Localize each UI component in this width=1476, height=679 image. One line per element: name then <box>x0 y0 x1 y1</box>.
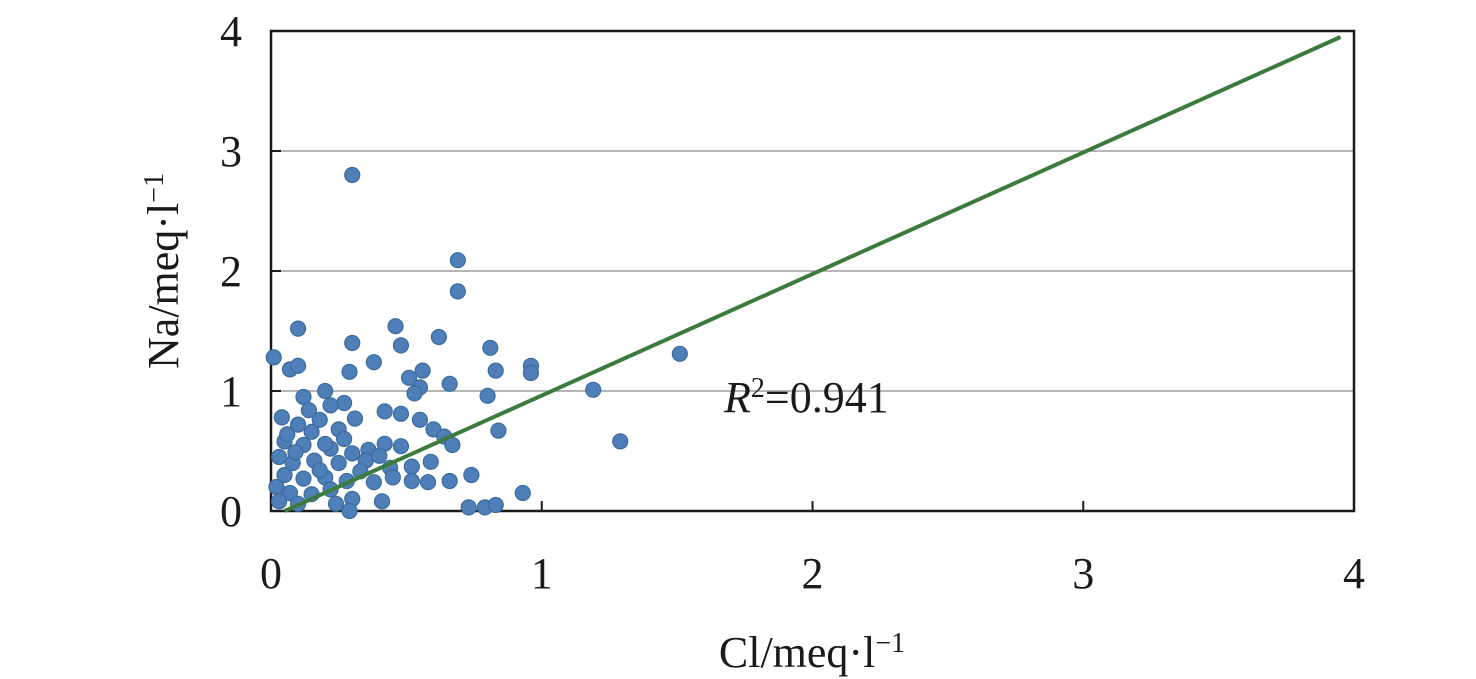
data-point <box>449 252 466 269</box>
data-points <box>265 166 688 520</box>
data-point <box>671 345 688 362</box>
x-tick-label-0: 0 <box>260 549 282 598</box>
x-tick-label-3: 3 <box>1072 549 1094 598</box>
data-point <box>341 502 358 520</box>
data-point <box>406 385 423 402</box>
data-point <box>327 495 345 512</box>
data-point <box>403 458 420 475</box>
x-tick-label-4: 4 <box>1343 549 1365 598</box>
data-point <box>463 466 480 484</box>
y-tick-labels: 0 1 2 3 4 <box>220 7 242 536</box>
data-point <box>336 394 353 412</box>
y-tick-label-3: 3 <box>220 127 242 176</box>
data-point <box>289 416 307 433</box>
y-tick-label-2: 2 <box>220 247 242 296</box>
data-point <box>392 405 410 422</box>
data-point <box>373 493 391 510</box>
x-tick-label-1: 1 <box>531 549 553 598</box>
data-point <box>514 484 531 502</box>
y-tick-label-4: 4 <box>220 7 242 56</box>
data-point <box>295 470 312 487</box>
x-tick-labels: 0 1 2 3 4 <box>260 549 1365 598</box>
data-point <box>365 474 382 491</box>
data-point <box>346 410 364 427</box>
data-point <box>392 337 410 354</box>
data-point <box>403 472 420 490</box>
data-point <box>487 496 504 514</box>
data-point <box>341 363 358 380</box>
data-point <box>387 318 404 335</box>
data-point <box>265 349 282 366</box>
data-point <box>400 369 418 386</box>
x-axis-label: Cl/meq·l−1 <box>719 628 905 678</box>
x-tick-label-2: 2 <box>802 549 824 598</box>
data-point <box>271 448 288 466</box>
data-point <box>612 433 629 450</box>
data-point <box>303 423 320 440</box>
data-point <box>419 474 437 491</box>
data-point <box>344 445 361 462</box>
data-point <box>281 484 299 502</box>
data-point <box>371 447 388 464</box>
data-point <box>460 499 477 516</box>
data-point <box>317 435 334 452</box>
data-point <box>487 362 504 379</box>
data-point <box>482 339 499 356</box>
y-axis-label: Na/meq·l−1 <box>139 173 189 369</box>
data-point <box>300 402 318 419</box>
data-point <box>414 362 431 379</box>
data-point <box>376 403 393 420</box>
data-point <box>344 334 361 352</box>
data-point <box>279 426 296 443</box>
data-point <box>268 478 285 496</box>
data-point <box>585 381 602 398</box>
trend-line <box>283 35 1342 513</box>
data-point <box>289 320 307 337</box>
data-point <box>330 454 347 472</box>
data-point <box>276 466 293 484</box>
data-point <box>441 472 458 490</box>
data-point <box>411 411 429 428</box>
data-point <box>287 444 304 461</box>
y-tick-label-1: 1 <box>220 367 242 416</box>
data-point <box>344 166 361 184</box>
data-point <box>430 328 447 346</box>
data-point <box>479 387 496 404</box>
tick-marks <box>270 30 1355 512</box>
data-point <box>336 430 353 448</box>
data-point <box>322 397 339 414</box>
data-point <box>392 438 410 455</box>
data-point <box>449 283 466 300</box>
data-point <box>311 411 328 428</box>
data-point <box>522 364 540 382</box>
data-point <box>311 462 328 479</box>
annotation-r-squared: R2=0.941 <box>723 373 889 423</box>
data-point <box>289 357 307 374</box>
data-point <box>384 469 401 486</box>
data-point <box>273 409 290 426</box>
data-point <box>490 422 507 439</box>
data-point <box>317 382 334 400</box>
data-point <box>365 354 382 371</box>
gridlines <box>271 150 1354 392</box>
data-point <box>271 493 288 510</box>
y-tick-label-0: 0 <box>220 487 242 536</box>
data-point <box>422 453 439 470</box>
data-point <box>441 375 458 392</box>
